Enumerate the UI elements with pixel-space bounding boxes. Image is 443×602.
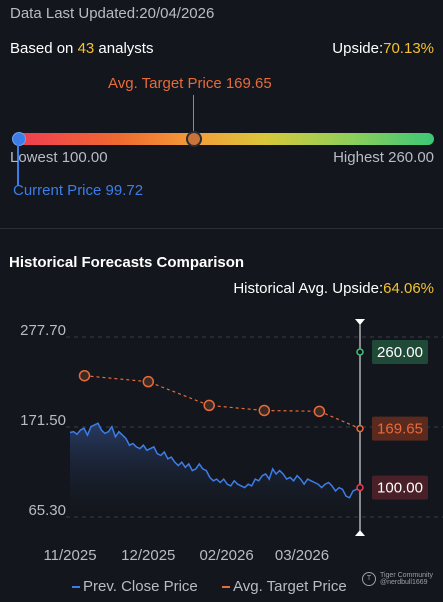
x-tick-label: 03/2026 xyxy=(275,547,329,564)
x-tick-label: 02/2026 xyxy=(199,547,253,564)
legend-prev-close[interactable]: Prev. Close Price xyxy=(72,578,198,595)
y-tick-label: 65.30 xyxy=(28,502,66,519)
avg-target-line xyxy=(84,375,361,430)
prev-close-line xyxy=(69,422,361,499)
last-updated-date: 20/04/2026 xyxy=(139,5,215,22)
last-updated-label: Data Last Updated: xyxy=(10,5,140,22)
analyst-count: 43 xyxy=(77,40,95,57)
based-on-prefix: Based on xyxy=(10,40,74,57)
section-divider xyxy=(0,228,443,229)
end-marker-dot xyxy=(356,483,364,492)
x-tick-label: 12/2025 xyxy=(121,547,175,564)
cursor-bottom-arrow xyxy=(355,530,365,536)
highest-price-label: Highest 260.00 xyxy=(333,149,434,166)
end-marker-badge xyxy=(372,416,428,441)
legend-prev-close-swatch xyxy=(72,586,80,589)
avg-target-point xyxy=(142,375,155,388)
avg-target-stem xyxy=(193,95,194,135)
based-on-suffix: analysts xyxy=(98,40,154,57)
avg-target-point xyxy=(313,405,326,418)
upside-text: Upside:70.13% xyxy=(332,40,434,57)
lowest-price-label: Lowest 100.00 xyxy=(10,149,108,166)
avg-target-point xyxy=(258,404,271,417)
legend-avg-target[interactable]: Avg. Target Price xyxy=(222,578,347,595)
current-price-label: Current Price 99.72 xyxy=(13,182,144,199)
current-price-stem xyxy=(17,144,19,186)
current-price-marker[interactable] xyxy=(12,132,26,146)
legend-avg-target-swatch xyxy=(222,586,230,589)
upside-label: Upside: xyxy=(332,40,384,57)
historical-upside-value: 64.06% xyxy=(383,280,434,297)
price-range-bar xyxy=(14,133,434,145)
x-tick-label: 11/2025 xyxy=(43,547,96,564)
legend-prev-close-label: Prev. Close Price xyxy=(83,578,198,595)
historical-upside-label: Historical Avg. Upside: xyxy=(233,280,384,297)
historical-upside: Historical Avg. Upside:64.06% xyxy=(233,280,434,297)
end-marker-label: 100.00 xyxy=(377,480,423,497)
avg-target-point xyxy=(78,369,91,382)
brand-name: Tiger Community xyxy=(379,572,433,579)
avg-target-label: Avg. Target Price 169.65 xyxy=(108,75,272,92)
historical-title: Historical Forecasts Comparison xyxy=(9,254,245,271)
upside-value: 70.13% xyxy=(383,40,434,57)
avg-target-marker[interactable] xyxy=(186,131,202,147)
end-marker-dot xyxy=(356,348,364,356)
end-marker-dot xyxy=(356,424,364,433)
y-tick-label: 277.70 xyxy=(20,322,66,339)
last-updated: Data Last Updated:20/04/2026 xyxy=(10,5,214,22)
y-tick-label: 171.50 xyxy=(20,412,66,429)
brand-watermark: T Tiger Community @nerdbull1669 xyxy=(361,572,433,586)
legend-avg-target-label: Avg. Target Price xyxy=(233,578,347,595)
price-area xyxy=(70,423,360,517)
brand-logo-icon: T xyxy=(361,572,376,586)
end-marker-label: 260.00 xyxy=(377,344,423,361)
end-marker-badge xyxy=(372,340,428,364)
cursor-top-arrow xyxy=(355,319,365,325)
brand-handle: @nerdbull1669 xyxy=(379,579,428,586)
end-marker-badge xyxy=(372,475,428,500)
avg-target-point xyxy=(203,399,215,412)
historical-forecast-chart[interactable]: 277.70 171.50 65.30 11/2025 12/2025 02/2026 03… xyxy=(0,310,443,570)
analyst-count-text: Based on 43 analysts xyxy=(10,40,153,57)
end-marker-label: 169.65 xyxy=(377,421,423,438)
